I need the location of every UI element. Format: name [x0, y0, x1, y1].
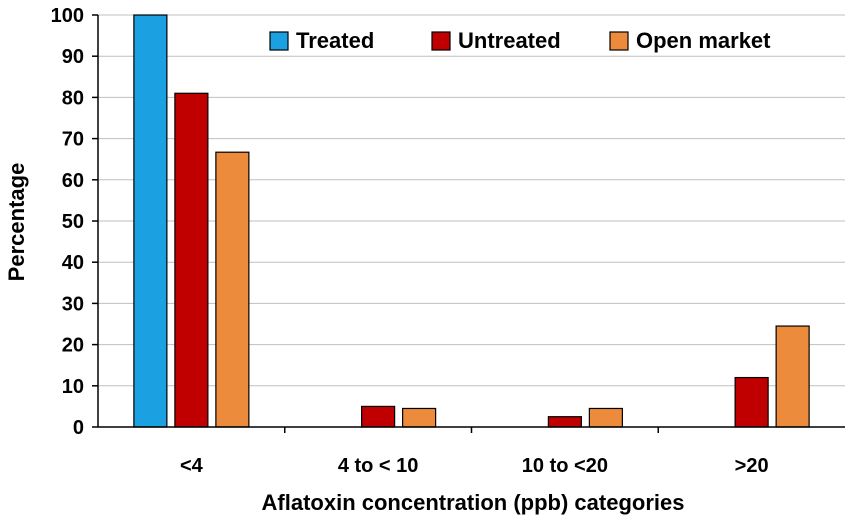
bar-untreated-3: [734, 376, 769, 428]
legend-label: Open market: [636, 28, 771, 53]
x-tick-label: 10 to <20: [522, 455, 608, 477]
legend-swatch: [609, 31, 629, 51]
bar-untreated-2: [547, 416, 582, 428]
y-tick-label: 20: [62, 335, 84, 357]
bar-untreated-1: [361, 405, 396, 428]
legend-label: Treated: [296, 28, 374, 53]
y-tick-label: 50: [62, 211, 84, 233]
y-tick-labels: 0 10 20 30 40 50 60 70 80 90 100: [51, 5, 84, 439]
y-tick-label: 80: [62, 87, 84, 109]
y-tick-label: 90: [62, 46, 84, 68]
axes: [92, 14, 845, 433]
bar-treated-0: [133, 14, 168, 428]
y-tick-label: 10: [62, 376, 84, 398]
y-tick-label: 30: [62, 293, 84, 315]
gridlines: [98, 14, 845, 387]
y-tick-label: 60: [62, 170, 84, 192]
legend-swatch: [431, 31, 451, 51]
y-tick-label: 100: [51, 5, 84, 27]
bar-open-market-1: [402, 407, 437, 428]
legend: Treated Untreated Open market: [269, 28, 771, 53]
x-axis-label: Aflatoxin concentration (ppb) categories: [262, 490, 685, 515]
bar-open-market-0: [215, 151, 250, 428]
x-tick-labels: <4 4 to < 10 10 to <20 >20: [180, 455, 769, 477]
x-tick-label: 4 to < 10: [338, 455, 419, 477]
x-tick-label: <4: [180, 455, 204, 477]
bar-untreated-0: [174, 92, 209, 428]
y-tick-label: 70: [62, 129, 84, 151]
legend-swatch: [269, 31, 289, 51]
y-tick-label: 0: [73, 417, 84, 439]
bar-open-market-3: [775, 325, 810, 428]
x-tick-label: >20: [735, 455, 769, 477]
y-axis-label: Percentage: [4, 163, 29, 282]
bar-open-market-2: [588, 407, 623, 428]
y-tick-label: 40: [62, 252, 84, 274]
legend-label: Untreated: [458, 28, 561, 53]
